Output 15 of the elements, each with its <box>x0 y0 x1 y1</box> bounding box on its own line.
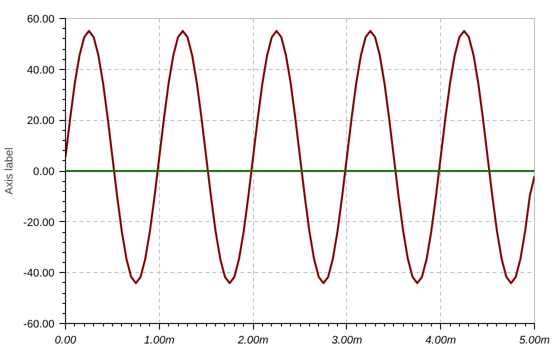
x-tick-label: 4.00m <box>425 334 456 346</box>
y-tick-label: 0.00 <box>33 166 55 178</box>
y-tick-label: -40.00 <box>23 268 55 280</box>
line-series <box>66 30 534 284</box>
x-tick-label: 2.00m <box>236 334 268 346</box>
y-axis-title: Axis label <box>3 147 16 195</box>
x-tick-label: 5.00m <box>519 334 550 346</box>
y-tick-label: -60.00 <box>23 318 55 330</box>
y-tick-label: -20.00 <box>23 216 55 229</box>
y-tick-label: 40.00 <box>26 64 55 76</box>
x-tick-label: 0.00 <box>54 334 78 346</box>
x-tick-label: 3.00m <box>332 334 362 346</box>
y-tick-label: 20.00 <box>26 115 55 128</box>
y-tick-label: 60.00 <box>26 14 55 26</box>
x-tick-label: 1.00m <box>144 334 175 346</box>
